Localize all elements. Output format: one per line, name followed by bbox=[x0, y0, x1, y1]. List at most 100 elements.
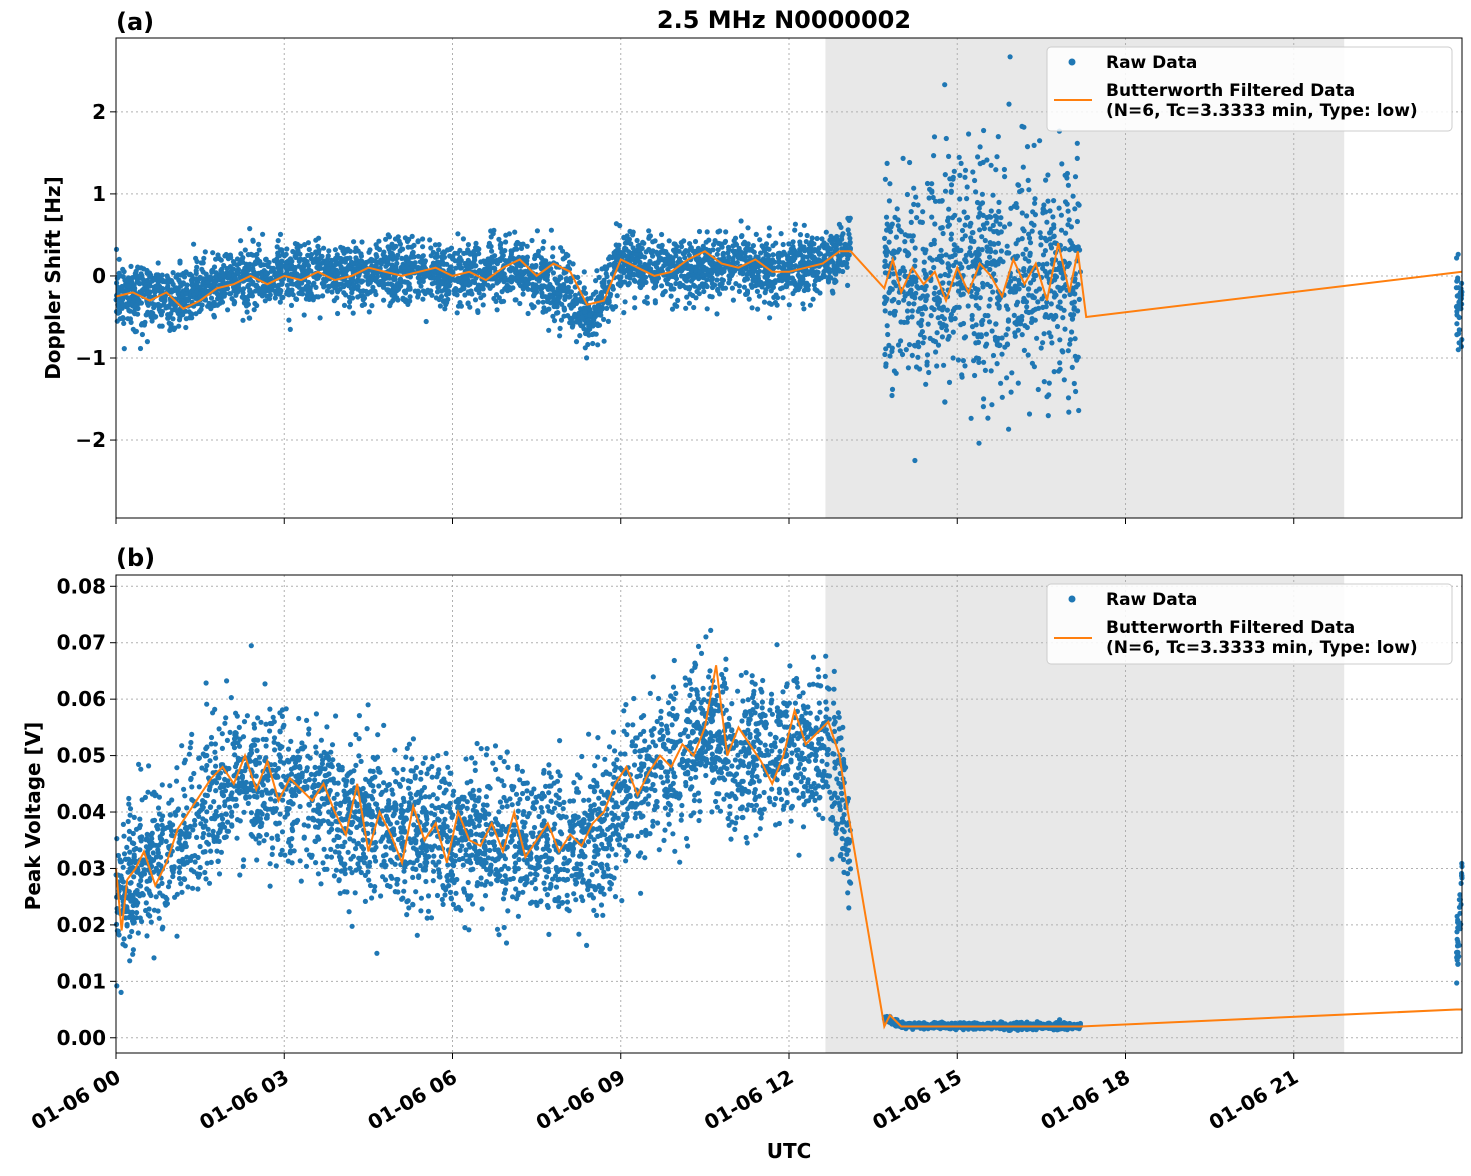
raw-data-point bbox=[1009, 390, 1014, 395]
raw-data-point bbox=[950, 254, 955, 259]
raw-data-point bbox=[933, 349, 938, 354]
raw-data-point bbox=[426, 272, 431, 277]
raw-data-point bbox=[898, 319, 903, 324]
raw-data-point bbox=[786, 260, 791, 265]
raw-data-point bbox=[713, 799, 718, 804]
raw-data-point bbox=[810, 273, 815, 278]
raw-data-point bbox=[1020, 210, 1025, 215]
raw-data-point bbox=[976, 441, 981, 446]
raw-data-point bbox=[911, 301, 916, 306]
raw-data-point bbox=[989, 402, 994, 407]
raw-data-point bbox=[405, 239, 410, 244]
raw-data-point bbox=[555, 286, 560, 291]
raw-data-point bbox=[832, 268, 837, 273]
raw-data-point bbox=[473, 241, 478, 246]
raw-data-point bbox=[318, 881, 323, 886]
raw-data-point bbox=[947, 380, 952, 385]
raw-data-point bbox=[201, 256, 206, 261]
raw-data-point bbox=[410, 234, 415, 239]
raw-data-point bbox=[952, 306, 957, 311]
raw-data-point bbox=[550, 245, 555, 250]
raw-data-point bbox=[373, 292, 378, 297]
raw-data-point bbox=[962, 175, 967, 180]
raw-data-point bbox=[278, 247, 283, 252]
raw-data-point bbox=[721, 252, 726, 257]
raw-data-point bbox=[1073, 174, 1078, 179]
raw-data-point bbox=[684, 295, 689, 300]
raw-data-point bbox=[407, 298, 412, 303]
raw-data-point bbox=[228, 291, 233, 296]
raw-data-point bbox=[178, 272, 183, 277]
raw-data-point bbox=[1066, 209, 1071, 214]
raw-data-point bbox=[1042, 379, 1047, 384]
raw-data-point bbox=[461, 286, 466, 291]
panel-a-x-ticks bbox=[116, 518, 1294, 524]
raw-data-point bbox=[980, 281, 985, 286]
raw-data-point bbox=[316, 256, 321, 261]
raw-data-point bbox=[264, 262, 269, 267]
raw-data-point bbox=[353, 246, 358, 251]
raw-data-point bbox=[289, 272, 294, 277]
raw-data-point bbox=[1005, 244, 1010, 249]
raw-data-point bbox=[501, 299, 506, 304]
raw-data-point bbox=[808, 303, 813, 308]
raw-data-point bbox=[910, 278, 915, 283]
raw-data-point bbox=[549, 228, 554, 233]
raw-data-point bbox=[634, 252, 639, 257]
raw-data-point bbox=[324, 854, 329, 859]
raw-data-point bbox=[1454, 255, 1459, 260]
raw-data-point bbox=[981, 128, 986, 133]
raw-data-point bbox=[1072, 206, 1077, 211]
raw-data-point bbox=[552, 304, 557, 309]
raw-data-point bbox=[1014, 285, 1019, 290]
raw-data-point bbox=[202, 870, 207, 875]
raw-data-point bbox=[398, 242, 403, 247]
raw-data-point bbox=[968, 245, 973, 250]
raw-data-point bbox=[718, 241, 723, 246]
raw-data-point bbox=[999, 352, 1004, 357]
raw-data-point bbox=[623, 702, 628, 707]
raw-data-point bbox=[211, 313, 216, 318]
raw-data-point bbox=[1005, 341, 1010, 346]
raw-data-point bbox=[975, 200, 980, 205]
raw-data-point bbox=[708, 628, 713, 633]
raw-data-point bbox=[147, 283, 152, 288]
raw-data-point bbox=[586, 324, 591, 329]
raw-data-point bbox=[347, 256, 352, 261]
raw-data-point bbox=[1007, 221, 1012, 226]
raw-data-point bbox=[1021, 266, 1026, 271]
raw-data-point bbox=[333, 247, 338, 252]
raw-data-point bbox=[790, 291, 795, 296]
raw-data-point bbox=[1075, 201, 1080, 206]
raw-data-point bbox=[932, 291, 937, 296]
raw-data-point bbox=[781, 242, 786, 247]
raw-data-point bbox=[120, 302, 125, 307]
raw-data-point bbox=[642, 255, 647, 260]
raw-data-point bbox=[669, 294, 674, 299]
raw-data-point bbox=[570, 324, 575, 329]
raw-data-point bbox=[913, 245, 918, 250]
raw-data-point bbox=[1005, 307, 1010, 312]
raw-data-point bbox=[761, 245, 766, 250]
raw-data-point bbox=[990, 193, 995, 198]
raw-data-point bbox=[570, 304, 575, 309]
raw-data-point bbox=[1030, 209, 1035, 214]
raw-data-point bbox=[972, 373, 977, 378]
raw-data-point bbox=[970, 317, 975, 322]
raw-data-point bbox=[926, 322, 931, 327]
raw-data-point bbox=[383, 237, 388, 242]
raw-data-point bbox=[126, 802, 131, 807]
raw-data-point bbox=[763, 274, 768, 279]
raw-data-point bbox=[993, 322, 998, 327]
raw-data-point bbox=[276, 238, 281, 243]
raw-data-point bbox=[1030, 361, 1035, 366]
raw-data-point bbox=[973, 262, 978, 267]
raw-data-point bbox=[606, 319, 611, 324]
raw-data-point bbox=[925, 352, 930, 357]
raw-data-point bbox=[646, 228, 651, 233]
raw-data-point bbox=[923, 250, 928, 255]
raw-data-point bbox=[957, 173, 962, 178]
raw-data-point bbox=[452, 291, 457, 296]
raw-data-point bbox=[893, 309, 898, 314]
raw-data-point bbox=[832, 264, 837, 269]
